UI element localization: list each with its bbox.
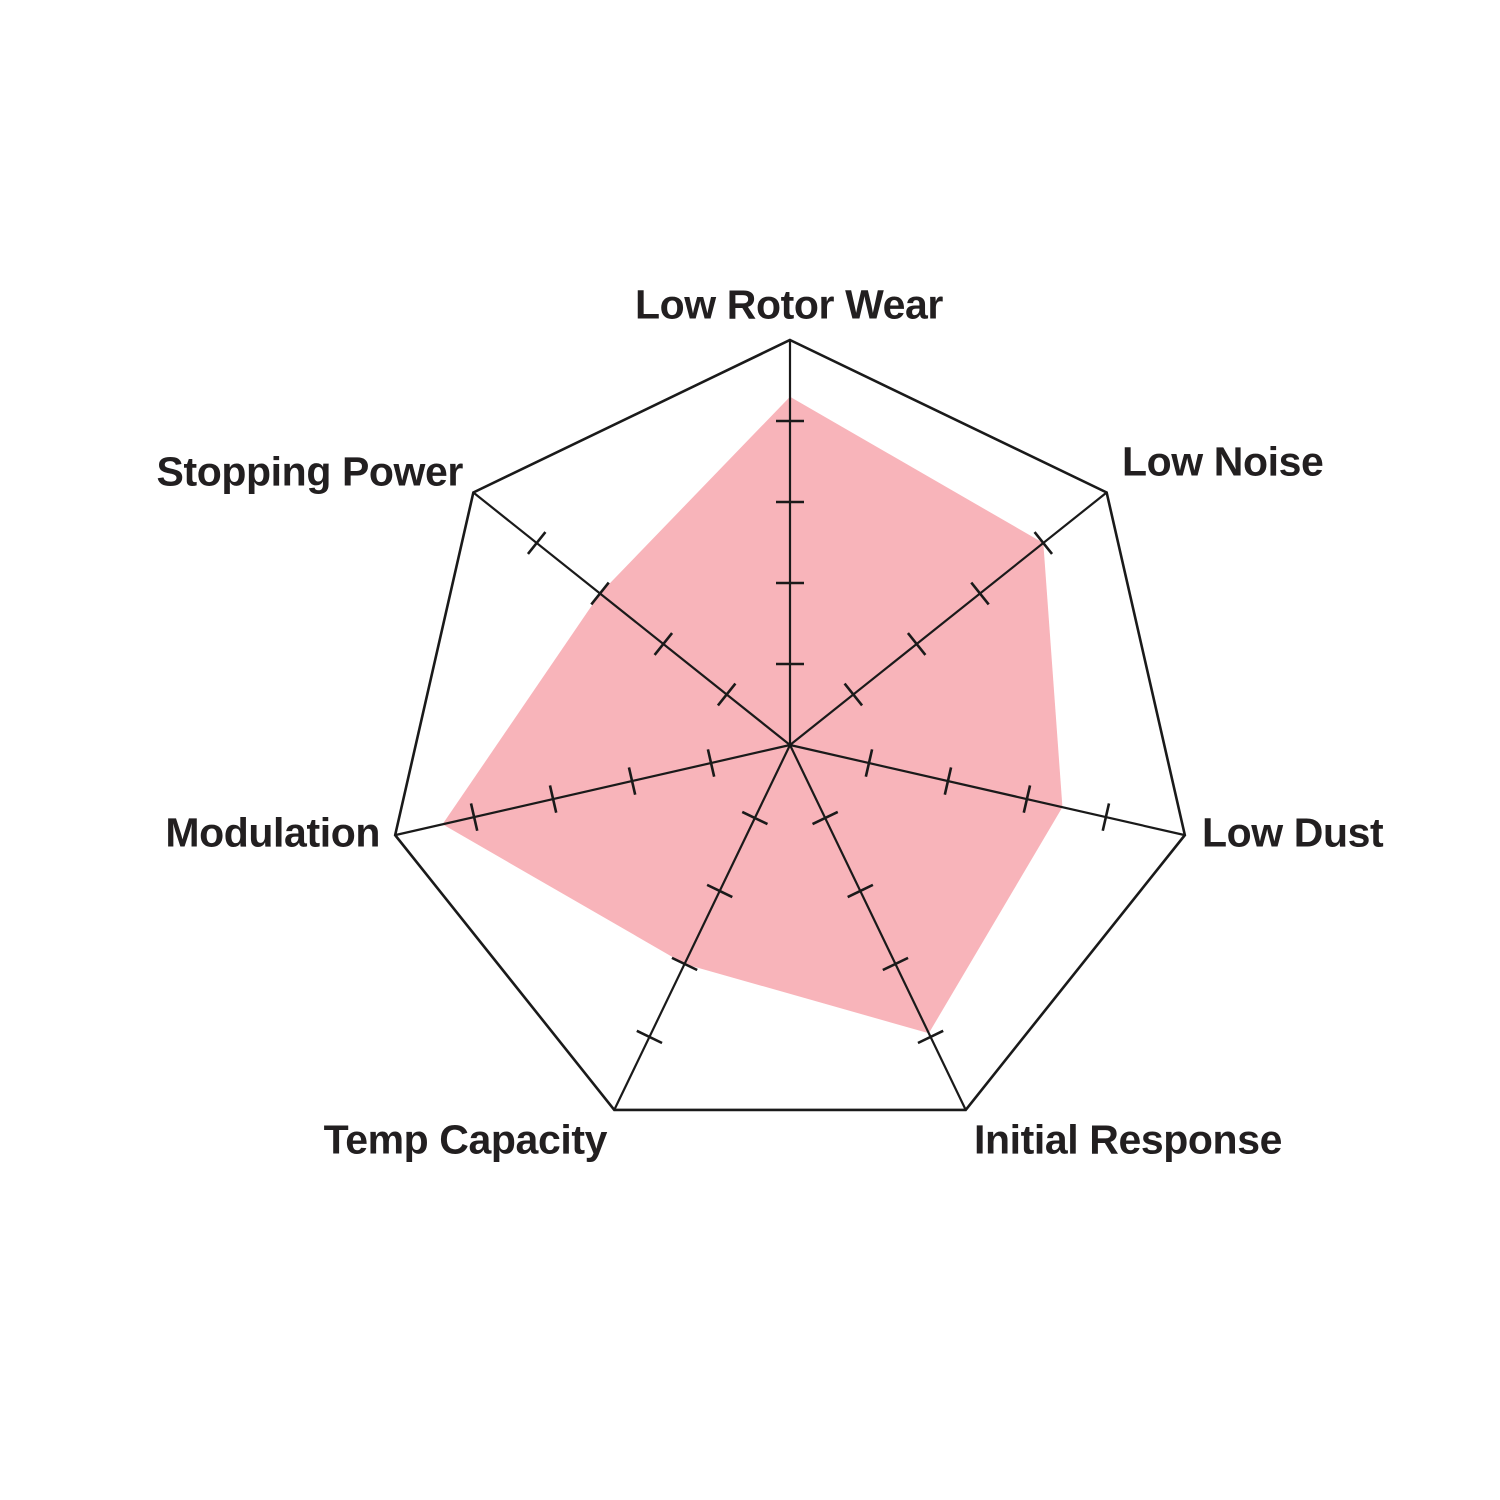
radar-spoke-2 [789,743,1186,837]
radar-tick-3-0 [811,810,839,826]
radar-tick-3-2 [882,956,909,972]
radar-tick-1-1 [906,632,927,656]
radar-tick-5-1 [627,767,637,795]
axis-label-low-rotor-wear: Low Rotor Wear [635,281,943,328]
radar-tick-2-3 [1101,803,1111,832]
radar-tick-3-1 [847,883,874,899]
radar-tick-4-3 [636,1029,663,1045]
axis-label-low-dust: Low Dust [1202,809,1384,856]
radar-tick-6-1 [653,632,674,656]
radar-spoke-1 [789,491,1108,746]
axis-label-low-noise: Low Noise [1122,438,1324,485]
axis-label-temp-capacity: Temp Capacity [323,1116,608,1163]
radar-spoke-4 [613,744,791,1111]
axis-label-initial-response: Initial Response [974,1116,1283,1163]
radar-outer-polygon [393,338,1187,1112]
radar-tick-1-3 [1033,531,1054,555]
radar-tick-5-0 [706,749,716,777]
radar-tick-4-2 [671,956,698,972]
radar-tick-2-2 [1022,785,1032,814]
radar-tick-1-0 [843,682,864,707]
radar-tick-4-1 [706,883,733,899]
radar-spoke-6 [472,491,791,746]
radar-tick-2-1 [943,767,953,795]
radar-tick-5-3 [469,803,479,832]
radar-tick-4-0 [741,810,769,826]
radar-tick-6-0 [716,682,737,707]
axis-label-modulation: Modulation [165,809,380,856]
radar-tick-5-2 [548,785,558,814]
radar-ticks-group [469,419,1111,1045]
radar-tick-2-0 [864,749,874,777]
radar-tick-1-2 [970,581,990,606]
axis-label-stopping-power: Stopping Power [156,448,464,495]
radar-tick-6-2 [590,581,610,606]
radar-outline-group [393,338,1187,1112]
radar-tick-3-3 [917,1029,944,1045]
radar-spoke-3 [789,744,967,1111]
radar-spoke-5 [394,743,791,837]
radar-tick-6-3 [526,531,547,555]
radar-spokes-group [394,340,1186,1111]
